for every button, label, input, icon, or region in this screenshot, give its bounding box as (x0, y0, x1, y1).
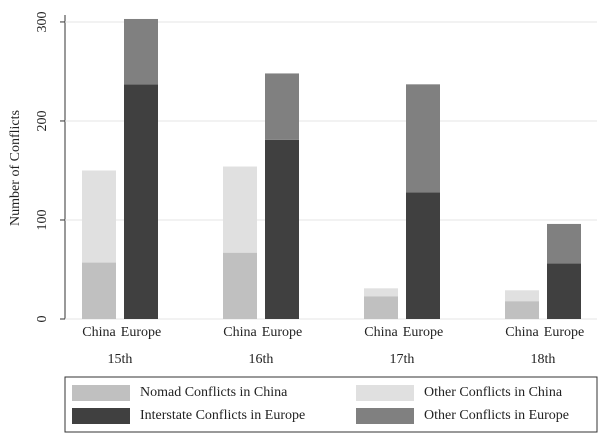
bar-label: Europe (262, 325, 302, 340)
bar-segment (82, 170, 116, 263)
legend-swatch (72, 385, 130, 401)
bar-segment (124, 84, 158, 319)
bar-label: Europe (403, 325, 443, 340)
x-tick-label: 16th (249, 352, 274, 367)
bar-segment (223, 252, 257, 319)
bar-segment (547, 263, 581, 319)
bar-segment (547, 223, 581, 264)
y-tick-label: 200 (35, 110, 50, 131)
x-tick-label: 18th (531, 352, 556, 367)
legend-box (64, 376, 598, 433)
legend-label: Nomad Conflicts in China (140, 385, 288, 400)
bar-segment (124, 18, 158, 85)
y-tick-label: 0 (35, 316, 50, 323)
bar-segment (223, 166, 257, 253)
bar-segment (406, 192, 440, 319)
bar-segment (265, 139, 299, 319)
legend-label: Other Conflicts in China (424, 385, 563, 400)
legend-label: Other Conflicts in Europe (424, 408, 569, 423)
bar-segment (265, 73, 299, 140)
x-tick-label: 15th (108, 352, 133, 367)
y-tick-label: 300 (35, 11, 50, 32)
bar-label: China (82, 325, 116, 340)
bar-label: China (223, 325, 257, 340)
bar-label: China (505, 325, 539, 340)
bar-label: Europe (121, 325, 161, 340)
y-tick-label: 100 (35, 209, 50, 230)
bar-segment (364, 296, 398, 319)
legend-swatch (356, 385, 414, 401)
legend-swatch (356, 408, 414, 424)
bar-segment (505, 290, 539, 302)
legend-swatch (72, 408, 130, 424)
x-tick-label: 17th (390, 352, 415, 367)
bar-segment (364, 288, 398, 297)
bar-segment (406, 84, 440, 193)
bar-label: China (364, 325, 398, 340)
legend-label: Interstate Conflicts in Europe (140, 408, 305, 423)
bar-segment (505, 301, 539, 319)
bar-segment (82, 262, 116, 319)
bar-label: Europe (544, 325, 584, 340)
y-axis-label: Number of Conflicts (8, 110, 23, 226)
